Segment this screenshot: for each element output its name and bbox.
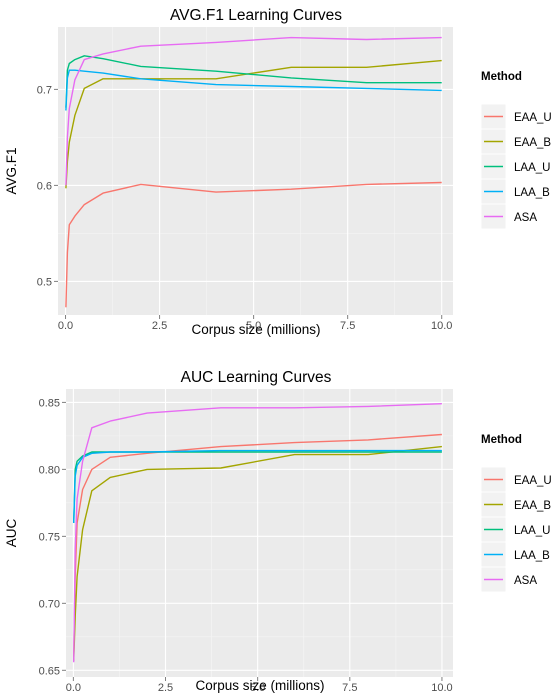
series-line-eaa-u: [73, 433, 442, 657]
y-tick-label: 0.70: [39, 598, 60, 610]
x-tick-label: 5.0: [246, 320, 261, 332]
y-tick-label: 0.85: [39, 397, 60, 409]
series-line-eaa-b: [73, 445, 442, 661]
y-tick-label: 0.65: [39, 665, 60, 677]
x-tick-label: 7.5: [340, 320, 355, 332]
legend-label: ASA: [514, 212, 537, 224]
auc-legend-title: Method: [481, 434, 522, 446]
auc-x-axis-label: Corpus size (millions): [195, 678, 324, 693]
avg-f1-lines: [65, 36, 442, 308]
series-line-asa: [73, 403, 442, 663]
auc-lines: [73, 403, 442, 663]
x-tick-label: 5.0: [250, 682, 265, 693]
avg-f1-x-ticks: 0.0 2.5 5.0 7.5 10.0: [58, 315, 452, 332]
legend-label: LAA_U: [514, 162, 550, 174]
auc-x-ticks: 0.0 2.5 5.0 7.5 10.0: [66, 677, 453, 693]
auc-plot-background: [66, 389, 453, 677]
y-tick-label: 0.5: [37, 276, 52, 288]
avg-f1-legend-title: Method: [481, 71, 522, 83]
legend-label: LAA_B: [514, 550, 550, 562]
x-tick-label: 2.5: [152, 320, 167, 332]
auc-y-ticks: 0.65 0.70 0.75 0.80 0.85: [39, 397, 66, 677]
legend-label: EAA_B: [514, 500, 551, 512]
auc-panel: AUC Learning Curves 0.0 2.5 5.0 7.5 10.0 0.6…: [4, 369, 552, 693]
avg-f1-legend-keys: EAA_U EAA_B LAA_U LAA_B ASA: [480, 103, 552, 230]
avg-f1-x-axis-label: Corpus size (millions): [191, 322, 320, 337]
auc-grid: [66, 389, 453, 677]
series-line-laa-b: [65, 69, 442, 111]
y-tick-label: 0.75: [39, 531, 60, 543]
x-tick-label: 0.0: [66, 682, 81, 693]
auc-y-axis-label: AUC: [4, 519, 19, 548]
avg-f1-legend: Method EAA_U EAA_B LAA_U LAA_B ASA: [480, 71, 552, 230]
series-line-asa: [65, 36, 442, 186]
legend-label: LAA_U: [514, 525, 550, 537]
avg-f1-y-axis-label: AVG.F1: [4, 147, 19, 194]
avg-f1-y-ticks: 0.5 0.6 0.7: [37, 84, 58, 288]
series-line-eaa-b: [65, 59, 442, 189]
avg-f1-panel: AVG.F1 Learning Curves 0.0 2.5 5.0 7.5 10.0 …: [4, 7, 552, 337]
series-line-laa-b: [73, 449, 442, 524]
auc-legend: Method EAA_U EAA_B LAA_U LAA_B ASA: [480, 434, 552, 593]
avg-f1-title: AVG.F1 Learning Curves: [170, 7, 342, 24]
legend-label: EAA_U: [514, 475, 552, 487]
auc-legend-keys: EAA_U EAA_B LAA_U LAA_B ASA: [480, 466, 552, 593]
legend-label: EAA_B: [514, 137, 551, 149]
x-tick-label: 10.0: [431, 682, 452, 693]
y-tick-label: 0.7: [37, 84, 52, 96]
legend-label: ASA: [514, 575, 537, 587]
y-tick-label: 0.80: [39, 464, 60, 476]
legend-label: EAA_U: [514, 112, 552, 124]
avg-f1-plot-background: [58, 27, 453, 315]
x-tick-label: 7.5: [342, 682, 357, 693]
x-tick-label: 0.0: [58, 320, 73, 332]
y-tick-label: 0.6: [37, 180, 52, 192]
auc-title: AUC Learning Curves: [181, 369, 332, 386]
x-tick-label: 10.0: [431, 320, 452, 332]
x-tick-label: 2.5: [158, 682, 173, 693]
legend-label: LAA_B: [514, 187, 550, 199]
series-line-eaa-u: [65, 181, 442, 308]
series-line-laa-u: [65, 55, 442, 108]
